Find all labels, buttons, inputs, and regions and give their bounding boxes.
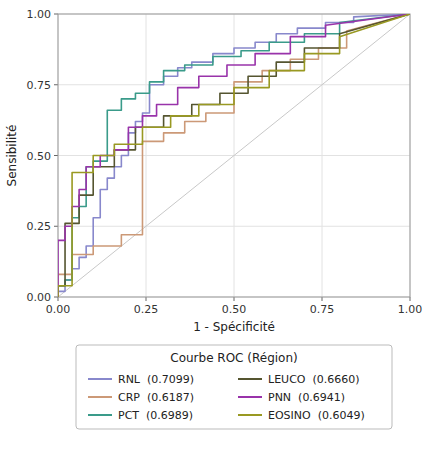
roc-curve	[58, 14, 410, 297]
tick	[54, 297, 58, 298]
legend-entry: RNL (0.7099)	[118, 373, 194, 386]
legend-swatch	[238, 414, 262, 416]
plot-frame	[58, 14, 410, 297]
legend-entry: PCT (0.6989)	[118, 409, 193, 422]
tick	[410, 297, 411, 301]
legend-swatch	[238, 378, 262, 380]
roc-curve	[58, 14, 410, 297]
plot-area	[58, 14, 410, 297]
tick-label: 0.25	[27, 220, 52, 233]
legend-swatch	[88, 378, 112, 380]
legend-entry: LEUCO (0.6660)	[268, 373, 360, 386]
tick	[54, 155, 58, 156]
roc-curve	[58, 14, 410, 297]
legend-swatch	[88, 396, 112, 398]
legend: Courbe ROC (Région) RNL (0.7099) CRP (0.61…	[76, 345, 392, 429]
tick	[54, 226, 58, 227]
roc-curve	[58, 14, 410, 297]
tick	[146, 297, 147, 301]
tick-label: 1.00	[398, 303, 423, 316]
tick-label: 0.00	[46, 303, 71, 316]
roc-curve	[58, 14, 410, 297]
chart: 0.00 0.25 0.50 0.75 1.00 0.00 0.25 0.50 0.75 1.00…	[0, 0, 426, 459]
reference-diagonal	[58, 14, 410, 297]
grid	[58, 14, 410, 297]
tick-label: 0.75	[310, 303, 335, 316]
tick-label: 0.25	[134, 303, 159, 316]
data-layer	[58, 14, 410, 297]
x-axis-label: 1 - Spécificité	[193, 320, 275, 334]
legend-frame	[76, 345, 392, 429]
tick-label: 0.75	[27, 79, 52, 92]
tick	[54, 84, 58, 85]
legend-title: Courbe ROC (Région)	[170, 351, 298, 365]
tick-label: 0.00	[27, 291, 52, 304]
tick	[322, 297, 323, 301]
legend-swatch	[238, 396, 262, 398]
tick-label: 0.50	[27, 150, 52, 163]
y-axis-label: Sensibilité	[5, 125, 19, 187]
legend-swatch	[88, 414, 112, 416]
tick	[54, 14, 58, 15]
tick	[234, 297, 235, 301]
tick-label: 1.00	[27, 8, 52, 21]
roc-curve	[58, 14, 410, 297]
legend-entry: EOSINO (0.6049)	[268, 409, 365, 422]
tick	[58, 297, 59, 301]
legend-entry: CRP (0.6187)	[118, 391, 194, 404]
tick-label: 0.50	[222, 303, 247, 316]
legend-entry: PNN (0.6941)	[268, 391, 345, 404]
grid-line	[58, 226, 410, 227]
